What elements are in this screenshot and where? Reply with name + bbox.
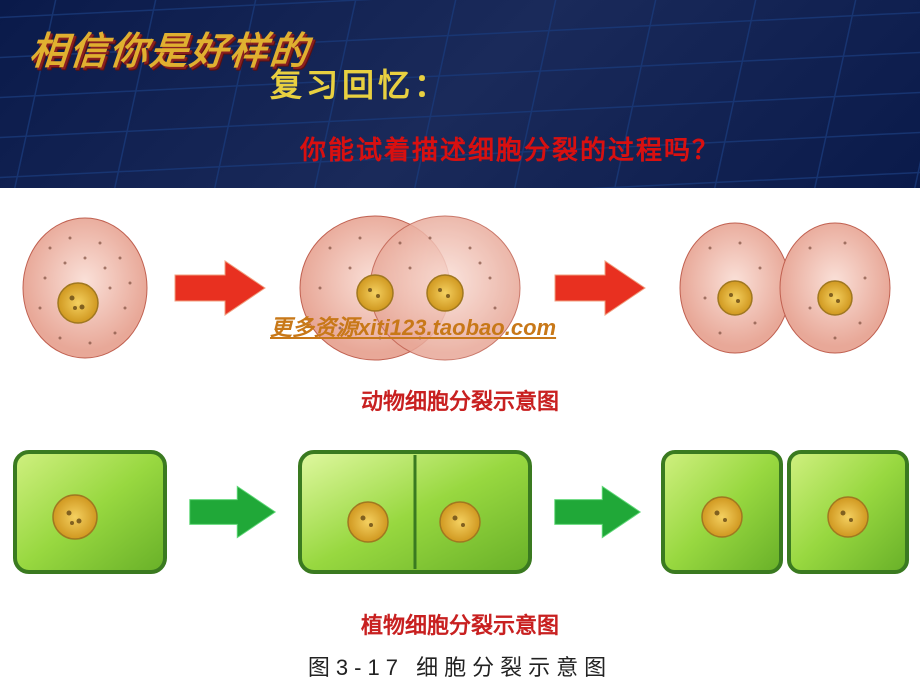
animal-stage-3 — [660, 208, 910, 368]
arrow-icon — [550, 477, 645, 547]
diagram-area: 动物细胞分裂示意图 — [0, 188, 920, 690]
review-question: 你能试着描述细胞分裂的过程吗？ — [300, 130, 720, 167]
plant-row-label: 植物细胞分裂示意图 — [40, 608, 880, 640]
review-title: 复习回忆： — [270, 60, 450, 106]
arrow-icon — [550, 253, 650, 323]
animal-row-label: 动物细胞分裂示意图 — [40, 384, 880, 416]
animal-stage-1 — [10, 208, 160, 368]
animal-cell-row — [40, 198, 880, 378]
slide-header: 相信你是好样的 复习回忆： 你能试着描述细胞分裂的过程吗？ — [0, 0, 920, 188]
arrow-icon — [185, 477, 280, 547]
figure-caption: 图3-17 细胞分裂示意图 — [40, 650, 880, 682]
plant-cell-row — [40, 422, 880, 602]
plant-stage-1 — [5, 437, 175, 587]
plant-stage-3 — [655, 437, 915, 587]
plant-stage-2 — [290, 437, 540, 587]
animal-stage-2 — [280, 208, 540, 368]
arrow-icon — [170, 253, 270, 323]
watermark-link[interactable]: 更多资源xiti123.taobao.com — [270, 310, 556, 342]
